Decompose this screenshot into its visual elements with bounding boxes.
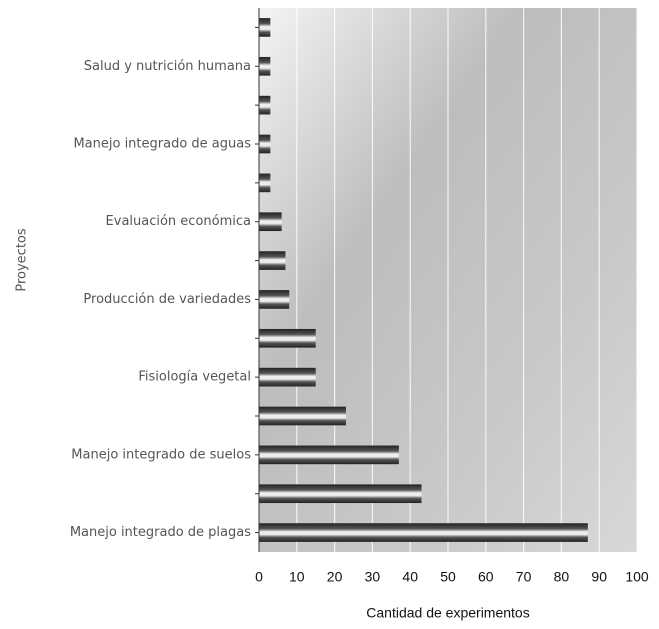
- x-tick-label: 90: [591, 569, 607, 585]
- bar: [259, 56, 271, 76]
- bar: [259, 251, 286, 270]
- bar: [259, 328, 316, 348]
- bar: [259, 484, 422, 504]
- y-tick-label: Producción de variedades: [83, 292, 251, 307]
- y-axis-title: Proyectos: [15, 228, 30, 292]
- x-tick-label: 0: [255, 569, 263, 585]
- bar: [259, 406, 346, 426]
- x-tick-label: 70: [516, 569, 532, 585]
- y-tick-label: Evaluación económica: [106, 214, 251, 229]
- bar: [259, 212, 282, 232]
- x-tick-label: 80: [554, 569, 570, 585]
- y-tick-label: Fisiología vegetal: [138, 370, 251, 385]
- bar: [259, 367, 316, 387]
- x-tick-label: 30: [365, 569, 381, 585]
- bar: [259, 173, 271, 193]
- bar: [259, 134, 271, 154]
- y-tick-label: Manejo integrado de aguas: [73, 137, 251, 152]
- y-tick-label: Manejo integrado de plagas: [70, 525, 251, 540]
- x-tick-label: 60: [478, 569, 494, 585]
- bar: [259, 18, 271, 37]
- x-axis-title: Cantidad de experimentos: [366, 605, 529, 621]
- y-tick-label: Manejo integrado de suelos: [71, 447, 251, 462]
- x-tick-label: 100: [625, 569, 649, 585]
- bar: [259, 290, 290, 309]
- bar: [259, 95, 271, 115]
- x-tick-label: 40: [402, 569, 418, 585]
- x-tick-label: 50: [440, 569, 456, 585]
- bar: [259, 523, 588, 542]
- bar: [259, 445, 399, 465]
- x-tick-label: 10: [289, 569, 305, 585]
- x-tick-label: 20: [327, 569, 343, 585]
- y-tick-label: Salud y nutrición humana: [84, 59, 251, 74]
